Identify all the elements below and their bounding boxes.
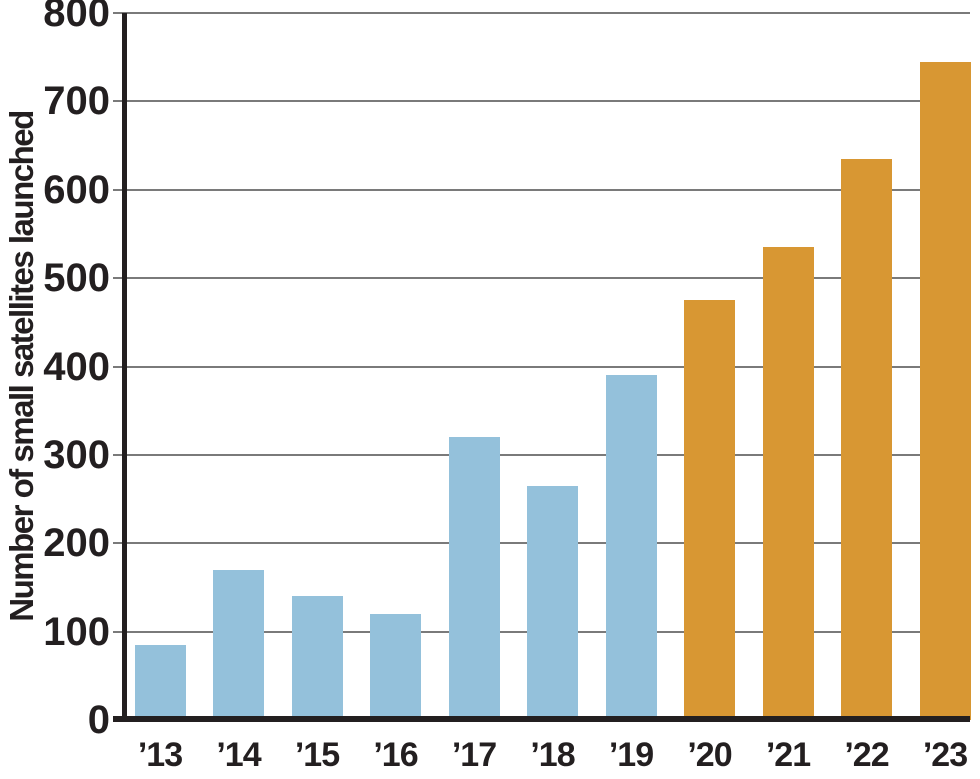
y-tick-label-300: 300: [43, 432, 110, 477]
x-tick-label-18: ’18: [530, 736, 575, 774]
y-tick-label-200: 200: [43, 521, 110, 566]
x-tick-label-14: ’14: [216, 736, 261, 774]
bar-16: [370, 613, 421, 720]
x-axis-line: [113, 716, 970, 722]
bar-19: [605, 375, 657, 720]
x-tick-label-22: ’22: [844, 736, 889, 774]
x-tick-label-20: ’20: [687, 736, 732, 774]
y-tick-label-400: 400: [43, 344, 110, 389]
bar-17: [448, 437, 500, 720]
bar-22: [841, 158, 892, 720]
bar-15: [291, 596, 343, 720]
gridline-700: [113, 100, 970, 103]
x-tick-label-17: ’17: [451, 736, 497, 774]
y-tick-label-800: 800: [43, 0, 110, 35]
bar-18: [527, 485, 578, 720]
x-tick-label-15: ’15: [294, 736, 340, 774]
gridline-400: [113, 365, 970, 368]
bar-13: [134, 644, 186, 720]
x-tick-label-23: ’23: [922, 736, 968, 774]
plot-area: [113, 12, 971, 722]
bar-21: [762, 247, 814, 720]
x-tick-label-19: ’19: [608, 736, 654, 774]
x-tick-label-21: ’21: [765, 736, 811, 774]
gridline-600: [113, 188, 970, 191]
y-tick-label-600: 600: [43, 167, 110, 212]
bar-20: [684, 300, 735, 720]
y-tick-label-0: 0: [87, 698, 110, 742]
y-axis-line: [122, 13, 127, 720]
y-tick-label-100: 100: [43, 609, 110, 654]
gridline-800: [113, 12, 970, 14]
y-tick-label-700: 700: [43, 79, 110, 124]
x-tick-label-13: ’13: [137, 736, 183, 774]
gridline-500: [113, 277, 970, 280]
gridline-300: [113, 453, 970, 456]
bar-14: [213, 569, 264, 720]
y-tick-label-500: 500: [43, 256, 110, 301]
x-tick-label-16: ’16: [373, 736, 418, 774]
bar-23: [919, 61, 971, 720]
